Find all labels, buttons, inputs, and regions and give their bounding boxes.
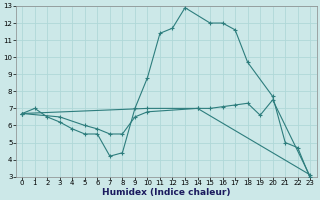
X-axis label: Humidex (Indice chaleur): Humidex (Indice chaleur) [102, 188, 230, 197]
